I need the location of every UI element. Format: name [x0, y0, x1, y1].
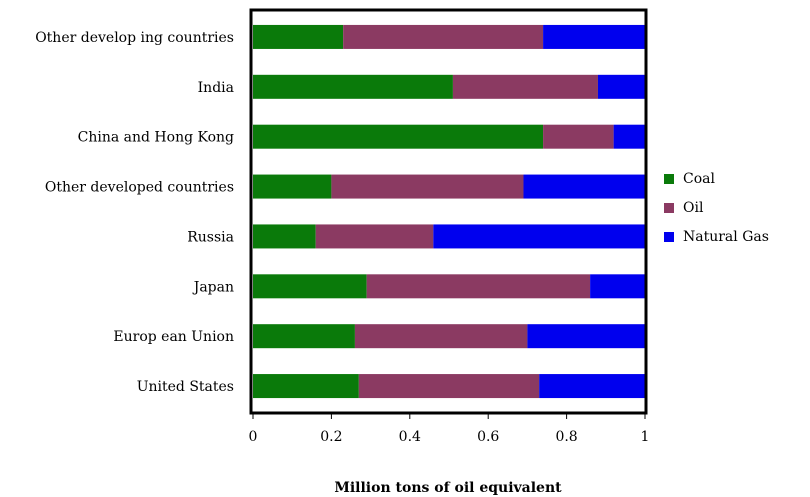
legend: Coal Oil Natural Gas: [664, 171, 769, 245]
bar-segment-natural-gas-7: [539, 374, 645, 399]
bar-segment-oil-2: [543, 124, 614, 149]
bar-segment-coal-0: [253, 24, 344, 49]
bar-segment-coal-3: [253, 174, 332, 199]
bar-segment-coal-6: [253, 324, 355, 349]
bar-segment-oil-1: [452, 74, 598, 99]
bar-segment-oil-5: [366, 274, 591, 299]
legend-swatch-oil: [664, 203, 674, 213]
bar-segment-coal-5: [253, 274, 367, 299]
category-label: India: [198, 80, 234, 96]
category-label: Other developed countries: [45, 180, 234, 196]
x-tick-label: 0.2: [320, 429, 342, 445]
bar-segment-natural-gas-5: [590, 274, 645, 299]
category-label: Russia: [187, 229, 234, 245]
bar-segment-coal-7: [253, 374, 359, 399]
bar-segment-oil-6: [354, 324, 528, 349]
bar-segment-natural-gas-0: [543, 24, 645, 49]
bar-segment-natural-gas-2: [613, 124, 645, 149]
legend-label: Natural Gas: [683, 229, 769, 245]
legend-label: Coal: [683, 171, 715, 187]
legend-swatch-natural-gas: [664, 232, 674, 242]
x-axis-ticks: 0 0.2 0.4 0.6 0.8 1: [249, 413, 650, 445]
bar-segment-natural-gas-3: [523, 174, 645, 199]
bar-segment-oil-0: [343, 24, 544, 49]
plot-area-border: [249, 8, 648, 415]
bars-group: [253, 24, 645, 399]
category-label: Europ ean Union: [113, 329, 234, 345]
x-axis-title: Million tons of oil equivalent: [334, 480, 562, 496]
x-tick-label: 0.6: [477, 429, 499, 445]
category-labels: Other develop ing countries India China an…: [35, 30, 234, 395]
bar-segment-oil-7: [358, 374, 540, 399]
legend-label: Oil: [683, 200, 704, 216]
bar-segment-natural-gas-6: [527, 324, 645, 349]
bar-segment-oil-4: [315, 224, 434, 249]
legend-swatch-coal: [664, 174, 674, 184]
bar-segment-oil-3: [331, 174, 524, 199]
bar-segment-natural-gas-1: [597, 74, 645, 99]
x-tick-label: 0.8: [555, 429, 577, 445]
category-label: Other develop ing countries: [35, 30, 234, 46]
category-label: United States: [137, 379, 234, 395]
category-label: Japan: [192, 279, 234, 295]
bar-segment-natural-gas-4: [433, 224, 645, 249]
x-tick-label: 0.4: [399, 429, 421, 445]
bar-segment-coal-2: [253, 124, 544, 149]
bar-segment-coal-1: [253, 74, 453, 99]
x-tick-label: 0: [249, 429, 258, 445]
x-tick-label: 1: [641, 429, 650, 445]
bar-segment-coal-4: [253, 224, 316, 249]
category-label: China and Hong Kong: [78, 130, 234, 146]
